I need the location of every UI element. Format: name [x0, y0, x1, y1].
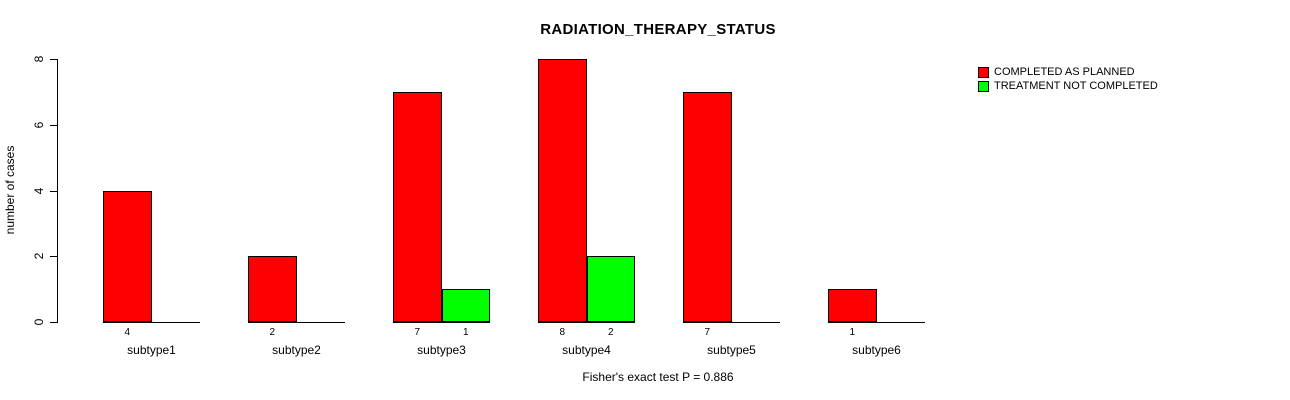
legend-swatch-green	[978, 80, 989, 92]
y-axis-tick-label: 8	[32, 55, 46, 63]
category-label-subtype1: subtype1	[127, 343, 176, 357]
bar-value-label: 8	[559, 327, 566, 338]
bar-completed-subtype5	[683, 91, 732, 322]
group-baseline	[828, 322, 925, 323]
stats-caption: Fisher's exact test P = 0.886	[582, 370, 734, 384]
category-label-subtype2: subtype2	[272, 343, 321, 357]
y-axis-tick	[50, 190, 57, 192]
category-label-subtype5: subtype5	[707, 343, 756, 357]
legend-item-not-completed: TREATMENT NOT COMPLETED	[978, 80, 1158, 92]
y-axis-label: number of cases	[3, 145, 17, 235]
group-baseline	[393, 322, 490, 323]
group-baseline	[103, 322, 200, 323]
chart-title: RADIATION_THERAPY_STATUS	[540, 21, 776, 38]
y-axis-tick	[50, 256, 57, 258]
legend-item-completed: COMPLETED AS PLANNED	[978, 66, 1158, 78]
bar-value-label: 7	[704, 327, 711, 338]
y-axis-tick-label: 0	[32, 318, 46, 326]
bar-value-label: 1	[462, 327, 469, 338]
legend: COMPLETED AS PLANNED TREATMENT NOT COMPL…	[978, 66, 1158, 94]
bar-value-label: 7	[414, 327, 421, 338]
bar-value-label: 2	[607, 327, 614, 338]
bar-completed-subtype4	[538, 59, 587, 322]
bar-completed-subtype2	[248, 256, 297, 322]
bar-completed-subtype3	[393, 91, 442, 322]
category-label-subtype3: subtype3	[417, 343, 466, 357]
bar-value-label: 2	[269, 327, 276, 338]
y-axis-tick	[50, 59, 57, 60]
legend-label: TREATMENT NOT COMPLETED	[994, 80, 1158, 92]
group-baseline	[538, 322, 635, 323]
category-label-subtype6: subtype6	[852, 343, 901, 357]
y-axis-tick	[50, 322, 57, 323]
bar-not-completed-subtype4	[586, 256, 635, 322]
y-axis-tick-label: 6	[32, 121, 46, 129]
group-baseline	[248, 322, 345, 323]
bar-completed-subtype1	[103, 190, 152, 322]
group-baseline	[683, 322, 780, 323]
legend-swatch-red	[978, 66, 989, 78]
y-axis-tick-label: 4	[32, 187, 46, 194]
y-axis-tick	[50, 124, 57, 126]
bar-value-label: 4	[124, 327, 131, 338]
bar-not-completed-subtype3	[441, 289, 490, 322]
bar-value-label: 1	[849, 327, 856, 338]
category-label-subtype4: subtype4	[562, 343, 611, 357]
y-axis-tick-label: 2	[32, 252, 46, 260]
legend-label: COMPLETED AS PLANNED	[994, 66, 1135, 78]
y-axis-line	[57, 59, 58, 323]
bar-completed-subtype6	[828, 289, 877, 322]
